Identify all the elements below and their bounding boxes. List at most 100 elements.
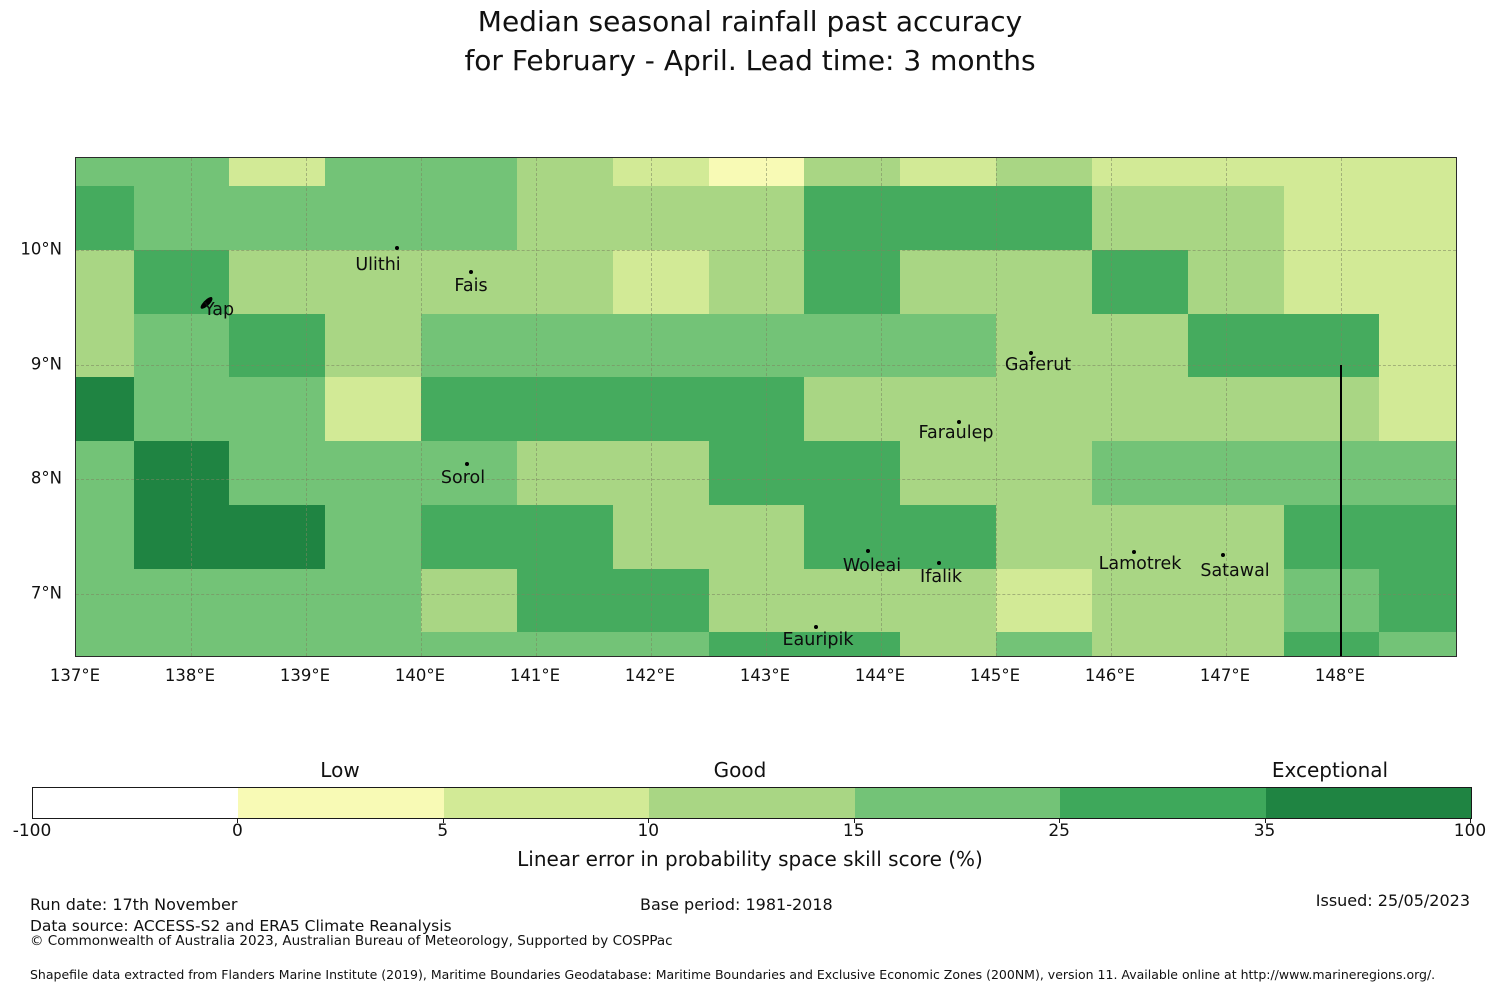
colorbar-tick-label: -100 [12, 821, 52, 841]
grid-cell [708, 249, 805, 315]
grid-cell [612, 185, 710, 251]
y-tick-label: 10°N [20, 239, 62, 259]
grid-cell [612, 441, 710, 506]
meridian-gridline [536, 158, 537, 656]
grid-cell [1091, 249, 1189, 315]
colorbar-tick-mark [1264, 818, 1266, 823]
grid-cell [421, 377, 518, 442]
island-label-ifalik: Ifalik [920, 567, 962, 587]
grid-cell [1283, 632, 1380, 656]
parallel-gridline [76, 594, 1456, 596]
grid-cell [612, 632, 710, 656]
grid-cell [708, 441, 805, 506]
grid-cell [1283, 504, 1380, 570]
x-tick-label: 144°E [854, 666, 906, 685]
grid-cell [325, 158, 422, 187]
colorbar-tick-mark [237, 818, 239, 823]
grid-cell [612, 249, 710, 315]
colorbar [32, 787, 1472, 819]
grid-cell [1187, 313, 1285, 378]
y-tick-label: 7°N [30, 583, 62, 603]
island-label-ulithi: Ulithi [355, 255, 401, 275]
island-label-sorol: Sorol [440, 468, 486, 488]
colorbar-axis-label: Linear error in probability space skill … [517, 847, 983, 871]
grid-cell [900, 185, 997, 251]
grid-cell [76, 568, 135, 633]
grid-cell [133, 568, 230, 633]
colorbar-tick-label: 25 [1048, 821, 1070, 841]
grid-cell [516, 504, 614, 570]
grid-cell [1091, 632, 1189, 656]
meridian-gridline [191, 158, 192, 656]
grid-cell [229, 568, 326, 633]
grid-cell [900, 568, 997, 633]
grid-cell [1091, 377, 1189, 442]
grid-cell [229, 158, 326, 187]
grid-cell [1379, 185, 1456, 251]
island-label-woleai: Woleai [842, 556, 902, 576]
x-tick-label: 146°E [1084, 666, 1136, 685]
grid-cell [229, 441, 326, 506]
grid-cell [1379, 632, 1456, 656]
eez-boundary-line [1340, 364, 1342, 656]
grid-cell [516, 441, 614, 506]
x-tick-label: 142°E [624, 666, 676, 685]
island-marker-woleai [866, 549, 870, 553]
grid-cell [708, 158, 805, 187]
grid-cell [421, 313, 518, 378]
grid-cell [325, 632, 422, 656]
footer-shapefile-attribution: Shapefile data extracted from Flanders M… [30, 967, 1436, 982]
colorbar-region-label-good: Good [713, 758, 767, 782]
grid-cell [516, 568, 614, 633]
grid-cell [612, 568, 710, 633]
grid-cell [804, 158, 901, 187]
meridian-gridline [881, 158, 882, 656]
grid-cell [900, 504, 997, 570]
footer-data-source: Data source: ACCESS-S2 and ERA5 Climate … [30, 917, 452, 935]
chart-title: Median seasonal rainfall past accuracy f… [0, 2, 1500, 80]
grid-cell [133, 185, 230, 251]
meridian-gridline [306, 158, 307, 656]
grid-cell [1283, 185, 1380, 251]
grid-cell [804, 185, 901, 251]
colorbar-tick-label: 100 [1453, 821, 1487, 841]
island-label-lamotrek: Lamotrek [1098, 554, 1182, 574]
footer-run-date: Run date: 17th November [30, 895, 238, 914]
grid-cell [1187, 249, 1285, 315]
x-tick-label: 147°E [1199, 666, 1251, 685]
grid-cell [325, 441, 422, 506]
grid-cell [76, 185, 135, 251]
grid-cell [1187, 504, 1285, 570]
island-label-fais: Fais [454, 276, 488, 296]
grid-cell [1091, 568, 1189, 633]
grid-cell [1283, 568, 1380, 633]
grid-cell [1379, 377, 1456, 442]
grid-cell [76, 158, 135, 187]
grid-cell [133, 441, 230, 506]
island-marker-eauripik [814, 625, 818, 629]
grid-cell [900, 158, 997, 187]
grid-cell [612, 313, 710, 378]
x-tick-label: 141°E [509, 666, 561, 685]
grid-cell [996, 313, 1093, 378]
island-label-satawal: Satawal [1200, 561, 1270, 581]
grid-cell [612, 158, 710, 187]
grid-cell [516, 313, 614, 378]
grid-cell [229, 185, 326, 251]
grid-cell [1091, 158, 1189, 187]
grid-cell [229, 313, 326, 378]
grid-cell [804, 632, 901, 656]
grid-cell [996, 158, 1093, 187]
map-area: Yap Ulithi Fais Sorol Gaferut Faraulep Woleai I… [75, 157, 1457, 657]
grid-cell [1283, 249, 1380, 315]
grid-cell [996, 632, 1093, 656]
grid-cell [900, 441, 997, 506]
grid-cell [1283, 158, 1380, 187]
island-marker-ifalik [937, 561, 941, 565]
grid-cell [1091, 313, 1189, 378]
grid-cell [612, 377, 710, 442]
grid-cell [76, 377, 135, 442]
grid-cell [1379, 313, 1456, 378]
grid-cell [900, 377, 997, 442]
grid-cell [516, 185, 614, 251]
